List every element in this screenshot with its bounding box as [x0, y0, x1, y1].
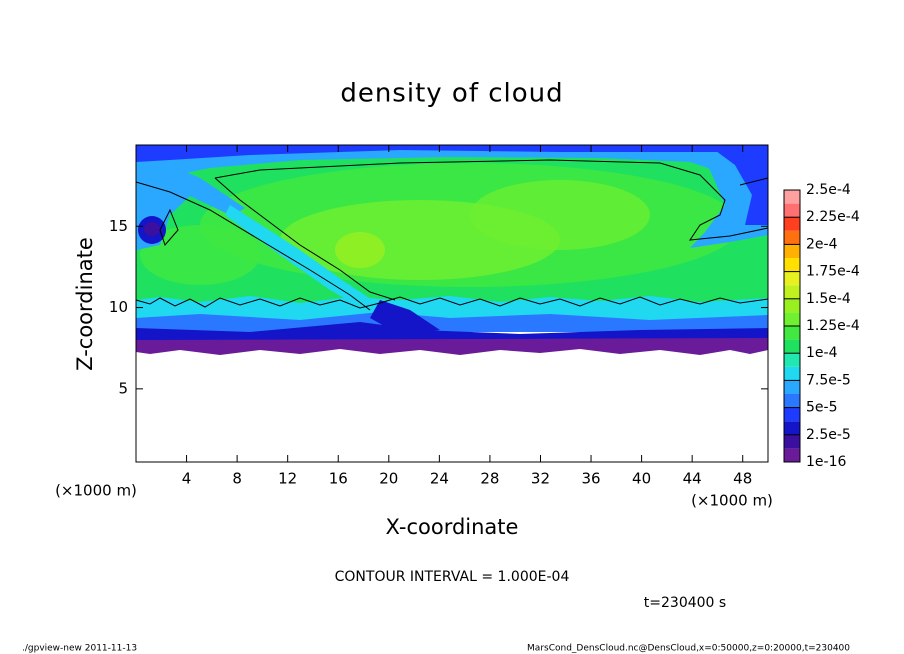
colorbar-label: 1.5e-4 [806, 291, 851, 307]
colorbar-band [784, 271, 800, 286]
x-tick-label: 8 [232, 470, 242, 488]
colorbar-band [784, 448, 800, 462]
colorbar-label: 2.25e-4 [806, 209, 860, 225]
colorbar-band [784, 285, 800, 299]
colorbar-band [784, 203, 800, 218]
x-tick-label: 28 [480, 470, 499, 488]
colorbar-label: 7.5e-5 [806, 372, 851, 388]
colorbar-band [784, 407, 800, 422]
contour-line [214, 177, 396, 301]
colorbar-label: 2.5e-4 [806, 182, 851, 198]
colorbar-band [784, 326, 800, 340]
field-region [136, 322, 768, 342]
colorbar-band [784, 312, 800, 326]
x-tick-label: 44 [683, 470, 702, 488]
x-unit-label: (×1000 m) [55, 482, 137, 500]
field-region [136, 296, 768, 322]
colorbar-label: 1.75e-4 [806, 264, 860, 280]
contour-line [135, 296, 769, 309]
colorbar-band [784, 230, 800, 245]
colorbar-band [784, 298, 800, 313]
colorbar-label: 1e-4 [806, 345, 838, 361]
time-label: t=230400 s [644, 595, 726, 611]
y-tick-label: 5 [118, 379, 128, 397]
field [135, 145, 769, 355]
field-region [136, 145, 768, 162]
x-tick-label: 20 [379, 470, 398, 488]
x-tick-label: 12 [278, 470, 297, 488]
x-tick-label: 4 [182, 470, 192, 488]
contour-line [214, 159, 769, 241]
colorbar-band [784, 380, 800, 394]
colorbar-band [784, 339, 800, 354]
colorbar-label: 1e-16 [806, 454, 846, 470]
field-region [136, 312, 768, 332]
x-tick-label: 40 [632, 470, 651, 488]
colorbar-band [784, 217, 800, 231]
field-region [712, 148, 768, 225]
field-region [140, 225, 260, 285]
x-tick-label: 48 [733, 470, 752, 488]
contour-interval: CONTOUR INTERVAL = 1.000E-04 [335, 569, 570, 585]
colorbar-label: 5e-5 [806, 400, 837, 416]
x-tick-label: 36 [581, 470, 600, 488]
colorbar-band [784, 353, 800, 367]
contour-line [159, 208, 179, 246]
footer-left: ./gpview-new 2011-11-13 [22, 644, 137, 654]
contour-lines [135, 159, 769, 311]
colorbar-band [784, 258, 800, 272]
footer-right: MarsCond_DensCloud.nc@DensCloud,x=0:5000… [527, 644, 850, 654]
y-tick-label: 10 [109, 298, 128, 316]
colorbar-label: 2e-4 [806, 236, 838, 252]
x-tick-label: 32 [531, 470, 550, 488]
x-tick-label: 24 [430, 470, 449, 488]
field-region [136, 338, 768, 355]
colorbar-band [784, 244, 800, 258]
colorbar-label: 1.25e-4 [806, 318, 860, 334]
field-region [225, 205, 380, 310]
colorbar-band [784, 421, 800, 435]
plot-frame [135, 144, 769, 463]
colorbar-band [784, 366, 800, 381]
x-unit-label: (×1000 m) [691, 492, 773, 510]
x-axis-label: X-coordinate [386, 515, 519, 539]
field-region [370, 300, 440, 335]
colorbar-band [784, 394, 800, 408]
field-region [470, 180, 650, 250]
y-axis-label: Z-coordinate [73, 237, 97, 371]
colorbar-band [784, 190, 800, 204]
colorbar-label: 2.5e-5 [806, 427, 851, 443]
field-region [144, 222, 160, 236]
colorbar-band [784, 434, 800, 449]
chart-title: density of cloud [340, 79, 563, 109]
x-tick-label: 16 [329, 470, 348, 488]
field-region [335, 232, 385, 268]
contour-line [739, 177, 769, 186]
contour-line [135, 181, 371, 311]
y-tick-label: 15 [109, 217, 128, 235]
